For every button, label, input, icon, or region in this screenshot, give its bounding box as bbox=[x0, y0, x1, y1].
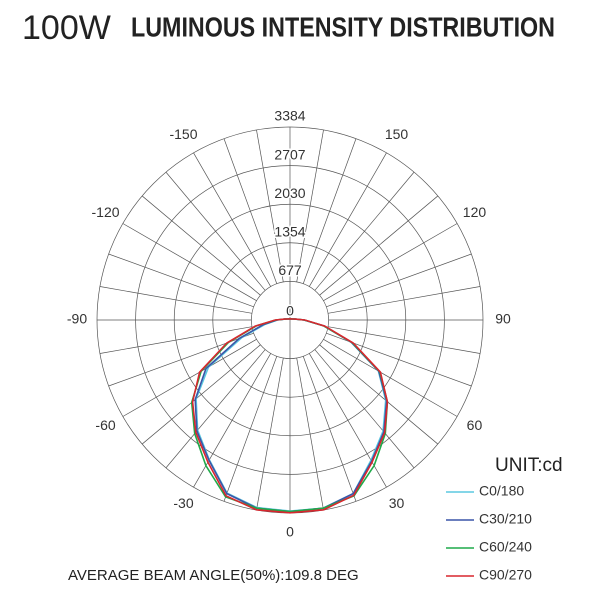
angle-tick-label: 90 bbox=[495, 311, 511, 327]
angle-tick-label: -150 bbox=[169, 126, 197, 142]
legend-label: C0/180 bbox=[479, 483, 524, 499]
angle-tick-label: 0 bbox=[286, 524, 294, 540]
legend-label: C90/270 bbox=[479, 567, 532, 583]
unit-label: UNIT:cd bbox=[495, 455, 563, 476]
angle-tick-label: 60 bbox=[467, 417, 483, 433]
grid-ring bbox=[251, 281, 329, 359]
title-power: 100W bbox=[22, 9, 111, 47]
r-tick-label: 2707 bbox=[274, 146, 305, 162]
angle-tick-label: -90 bbox=[67, 311, 87, 327]
footer-note: AVERAGE BEAM ANGLE(50%):109.8 DEG bbox=[68, 567, 359, 584]
angle-tick-label: -30 bbox=[173, 495, 193, 511]
r-tick-label: 1354 bbox=[274, 223, 305, 239]
r-tick-label: 677 bbox=[278, 262, 302, 278]
angle-tick-label: -60 bbox=[95, 417, 115, 433]
legend-label: C60/240 bbox=[479, 539, 532, 555]
grid-ring bbox=[212, 242, 368, 398]
r-tick-label: 2030 bbox=[274, 185, 305, 201]
r-tick-label: 3384 bbox=[274, 108, 305, 124]
angle-tick-label: 150 bbox=[385, 126, 409, 142]
angle-tick-label: 120 bbox=[463, 204, 487, 220]
grid-ring bbox=[135, 165, 445, 475]
r-tick-label: 0 bbox=[286, 303, 294, 319]
angle-tick-label: -120 bbox=[92, 204, 120, 220]
chart-title: LUMINOUS INTENSITY DISTRIBUTION bbox=[131, 11, 555, 42]
intensity-curve bbox=[191, 318, 389, 514]
angle-tick-label: 30 bbox=[389, 495, 405, 511]
grid-ring bbox=[173, 203, 407, 437]
legend-label: C30/210 bbox=[479, 511, 532, 527]
